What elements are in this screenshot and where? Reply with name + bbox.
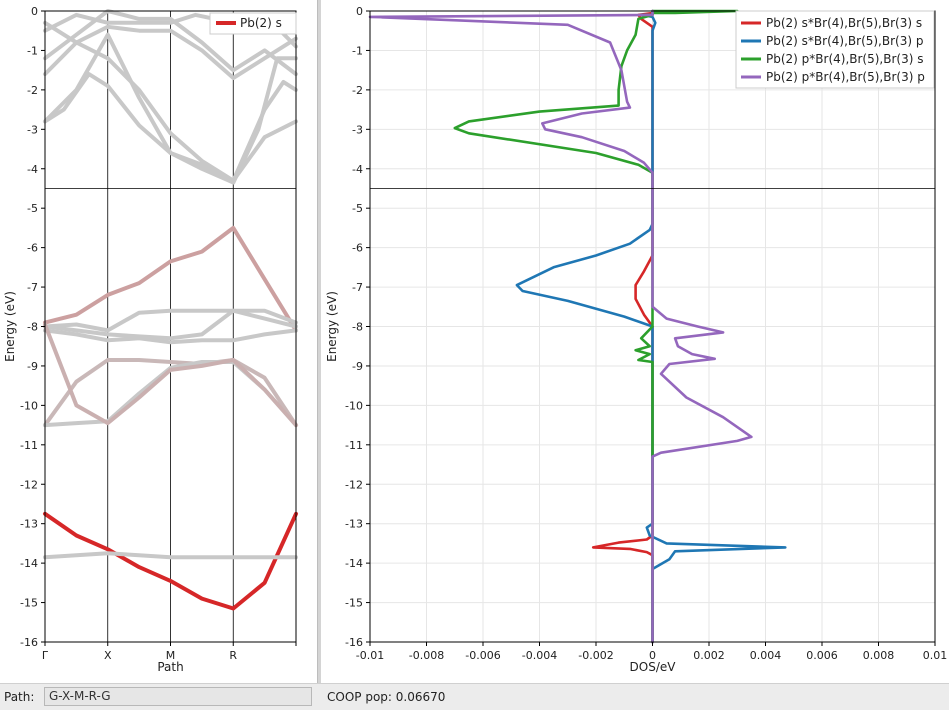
y-tick-label: -8 <box>352 321 363 334</box>
y-tick-label: -15 <box>345 597 363 610</box>
x-tick-label: 0.002 <box>693 649 725 662</box>
x-tick-label: 0 <box>649 649 656 662</box>
y-tick-label: -11 <box>20 439 38 452</box>
y-tick-label: -9 <box>352 360 363 373</box>
y-tick-label: -8 <box>27 321 38 334</box>
y-tick-label: -5 <box>27 202 38 215</box>
y-tick-label: -12 <box>20 478 38 491</box>
band-line-1 <box>43 9 298 77</box>
band-line-8 <box>43 308 298 333</box>
y-tick-label: -4 <box>352 163 363 176</box>
y-tick-label: -1 <box>352 44 363 57</box>
legend-label: Pb(2) s*Br(4),Br(5),Br(3) s <box>766 16 922 30</box>
x-tick-label: 0.008 <box>863 649 895 662</box>
band-structure-panel: Γ X M R 0 -1 -2 -3 -4 -5 -6 -7 -8 -9 -10 -11 -12 -13 -14 -1… <box>0 0 317 683</box>
y-tick-label: -16 <box>345 636 363 649</box>
band-line-12 <box>43 322 298 428</box>
y-tick-label: -3 <box>27 123 38 136</box>
legend-box <box>735 10 935 89</box>
y-axis-title: Energy (eV) <box>325 291 339 362</box>
coop-series-line-3 <box>368 9 753 644</box>
x-tick-label: -0.01 <box>356 649 384 662</box>
band-line-6 <box>43 225 298 333</box>
y-tick-label: -14 <box>345 557 363 570</box>
coop-series-line-1 <box>515 9 787 644</box>
band-line-7 <box>43 308 298 341</box>
status-bar: Path: G-X-M-R-G COOP pop: 0.06670 <box>0 683 949 710</box>
y-axis-title: Energy (eV) <box>3 291 17 362</box>
path-label: Path: <box>4 690 35 704</box>
y-tick-label: -9 <box>27 360 38 373</box>
legend-label: Pb(2) s*Br(4),Br(5),Br(3) p <box>766 34 923 48</box>
x-tick-label: -0.008 <box>409 649 444 662</box>
band-line-5 <box>43 20 298 183</box>
y-tick-label: -4 <box>27 163 38 176</box>
x-tick-label: 0.006 <box>806 649 838 662</box>
x-tick-label: R <box>229 649 237 662</box>
y-tick-label: -2 <box>27 84 38 97</box>
band-line-10 <box>43 358 298 428</box>
y-tick-label: -15 <box>20 597 38 610</box>
x-tick-label: Γ <box>42 649 49 662</box>
y-tick-label: -1 <box>27 44 38 57</box>
y-tick-label: -6 <box>352 242 363 255</box>
band-structure-plot[interactable]: Γ X M R 0 -1 -2 -3 -4 -5 -6 -7 -8 -9 -10 -11 -12 -13 -14 -1… <box>0 0 317 683</box>
y-tick-label: -10 <box>20 399 38 412</box>
legend-label: Pb(2) p*Br(4),Br(5),Br(3) s <box>766 52 923 66</box>
coop-panel: 0 -1 -2 -3 -4 -5 -6 -7 -8 -9 -10 -11 -12 -13 -14 -15 -16… <box>321 0 949 683</box>
y-tick-label: -10 <box>345 399 363 412</box>
y-tick-label: -12 <box>345 478 363 491</box>
legend-box <box>209 12 297 35</box>
y-tick-label: -3 <box>352 123 363 136</box>
y-tick-label: -5 <box>352 202 363 215</box>
band-line-4 <box>43 32 298 185</box>
y-tick-label: -13 <box>345 518 363 531</box>
x-axis-title: DOS/eV <box>630 660 677 674</box>
y-tick-label: -7 <box>352 281 363 294</box>
y-tick-label: -6 <box>27 242 38 255</box>
x-tick-label: X <box>104 649 112 662</box>
panel-splitter[interactable] <box>317 0 321 683</box>
y-tick-label: -13 <box>20 518 38 531</box>
y-tick-label: 0 <box>356 5 363 18</box>
legend-label: Pb(2) p*Br(4),Br(5),Br(3) p <box>766 70 925 84</box>
band-line-14 <box>43 551 298 560</box>
band-line-13 <box>43 511 298 611</box>
x-tick-label: M <box>166 649 176 662</box>
coop-pop-readout: COOP pop: 0.06670 <box>327 690 446 704</box>
x-axis-title: Path <box>157 660 183 674</box>
band-line-2 <box>43 24 298 80</box>
path-input[interactable]: G-X-M-R-G <box>44 687 312 706</box>
y-tick-label: 0 <box>31 5 38 18</box>
y-tick-label: -14 <box>20 557 38 570</box>
y-tick-label: -11 <box>345 439 363 452</box>
x-tick-label: 0.01 <box>923 649 948 662</box>
band-line-9 <box>43 328 298 345</box>
y-tick-label: -16 <box>20 636 38 649</box>
coop-plot[interactable]: 0 -1 -2 -3 -4 -5 -6 -7 -8 -9 -10 -11 -12 -13 -14 -15 -16… <box>321 0 949 683</box>
legend-label: Pb(2) s <box>240 16 282 30</box>
x-tick-label: -0.002 <box>578 649 613 662</box>
x-tick-label: -0.006 <box>465 649 500 662</box>
y-tick-label: -7 <box>27 281 38 294</box>
y-tick-label: -2 <box>352 84 363 97</box>
x-tick-label: 0.004 <box>750 649 782 662</box>
coop-series-line-0 <box>591 9 654 644</box>
x-tick-label: -0.004 <box>522 649 557 662</box>
